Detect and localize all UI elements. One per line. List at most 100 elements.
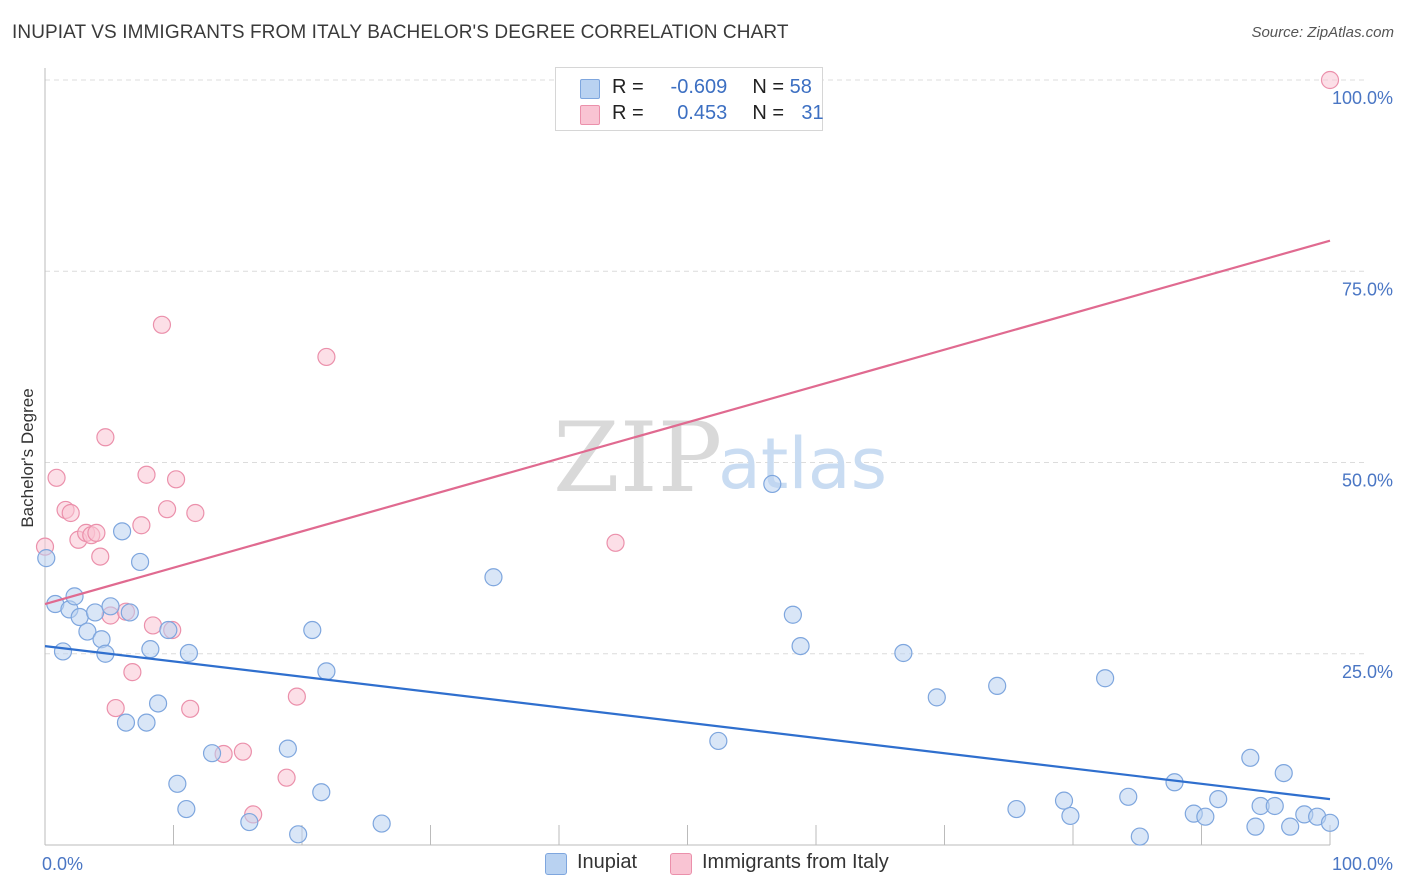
data-point <box>186 503 205 523</box>
data-point <box>606 533 625 552</box>
data-point <box>988 676 1007 695</box>
data-point <box>137 713 156 732</box>
legend-swatch-inupiat <box>580 79 600 99</box>
axes <box>44 68 1331 846</box>
chart-title: INUPIAT VS IMMIGRANTS FROM ITALY BACHELO… <box>12 22 789 43</box>
watermark-atlas: atlas <box>718 423 887 505</box>
legend-r-label: R = <box>612 76 644 98</box>
data-point <box>277 768 296 787</box>
data-point <box>303 620 322 640</box>
data-point <box>1265 796 1284 816</box>
data-point <box>202 744 222 763</box>
legend-r-value-italy: 0.453 <box>677 102 728 124</box>
y-tick-label: 100.0% <box>1332 88 1393 108</box>
data-point <box>143 616 163 635</box>
data-point <box>101 597 120 616</box>
legend-r-label: R = <box>612 102 644 124</box>
data-point <box>317 662 336 681</box>
data-point <box>278 739 297 758</box>
data-point <box>86 603 105 622</box>
data-point <box>372 814 391 833</box>
data-point <box>1130 827 1149 846</box>
data-point <box>1054 791 1074 810</box>
x-tick-label: 100.0% <box>1332 854 1393 874</box>
y-tick-label: 25.0% <box>1342 662 1393 682</box>
data-point <box>1096 669 1115 688</box>
data-point <box>159 620 178 640</box>
x-tick-labels: 0.0% 100.0% <box>42 854 1393 874</box>
data-point <box>87 523 106 542</box>
grid-lines <box>45 79 1368 655</box>
data-point <box>783 605 802 624</box>
data-point <box>1274 763 1293 783</box>
y-tick-label: 50.0% <box>1342 471 1393 491</box>
legend-swatch-italy <box>580 105 600 125</box>
legend-n-label: N = <box>752 76 785 98</box>
data-point <box>791 636 810 656</box>
data-point <box>1196 807 1215 826</box>
data-point <box>312 783 331 802</box>
x-tick-label: 0.0% <box>42 854 83 874</box>
data-point <box>1061 806 1080 826</box>
data-point <box>1007 799 1026 819</box>
data-point <box>484 568 503 587</box>
legend-r-value-inupiat: -0.609 <box>670 76 728 98</box>
chart-source: Source: ZipAtlas.com <box>1251 24 1394 41</box>
data-point <box>1119 787 1138 806</box>
data-point <box>179 643 199 663</box>
data-point <box>47 468 66 487</box>
data-point <box>317 347 336 367</box>
data-point <box>927 688 946 707</box>
data-point <box>168 774 187 793</box>
correlation-legend: R = -0.609 N = 58 R = 0.453 N = 31 <box>555 67 824 131</box>
series-inupiat-points <box>37 474 1340 846</box>
data-point <box>37 549 56 568</box>
data-point <box>61 503 80 523</box>
data-point <box>137 465 156 484</box>
data-point <box>141 640 160 659</box>
data-point <box>116 713 136 732</box>
legend-n-label: N = <box>752 102 785 124</box>
y-tick-labels: 100.0% 75.0% 50.0% 25.0% <box>1332 88 1393 682</box>
data-point <box>233 742 252 761</box>
data-point <box>157 500 177 519</box>
data-point <box>96 428 115 447</box>
data-point <box>1241 748 1260 767</box>
data-point <box>287 687 306 706</box>
data-point <box>132 516 151 535</box>
data-point <box>148 694 168 713</box>
data-point <box>130 552 150 572</box>
bottom-legend-label-italy: Immigrants from Italy <box>702 851 889 873</box>
trend-line-inupiat <box>44 645 1331 801</box>
data-point <box>1281 817 1300 836</box>
data-point <box>78 622 97 641</box>
data-point <box>240 812 259 832</box>
data-point <box>1209 789 1228 809</box>
data-point <box>112 522 132 541</box>
trend-lines <box>44 239 1331 801</box>
data-point <box>1246 817 1265 836</box>
bottom-legend-swatch-inupiat <box>545 853 567 875</box>
legend-n-value-italy: 31 <box>801 102 824 124</box>
data-point <box>181 699 200 718</box>
data-point <box>53 642 73 661</box>
bottom-legend-label-inupiat: Inupiat <box>577 851 638 873</box>
data-point <box>1320 70 1340 90</box>
data-point <box>123 663 142 682</box>
y-tick-label: 75.0% <box>1342 279 1393 299</box>
data-point <box>894 643 913 663</box>
data-point <box>91 547 110 566</box>
data-point <box>177 799 196 819</box>
data-point <box>1320 813 1340 832</box>
data-point <box>120 603 139 622</box>
trend-line-italy <box>44 239 1331 606</box>
data-point <box>166 470 186 489</box>
data-point <box>289 825 308 844</box>
legend-n-value-inupiat: 58 <box>789 76 812 98</box>
data-point <box>763 474 782 494</box>
data-point <box>709 731 728 751</box>
data-point <box>106 698 125 718</box>
data-point <box>152 315 172 334</box>
bottom-legend-swatch-italy <box>670 853 692 875</box>
